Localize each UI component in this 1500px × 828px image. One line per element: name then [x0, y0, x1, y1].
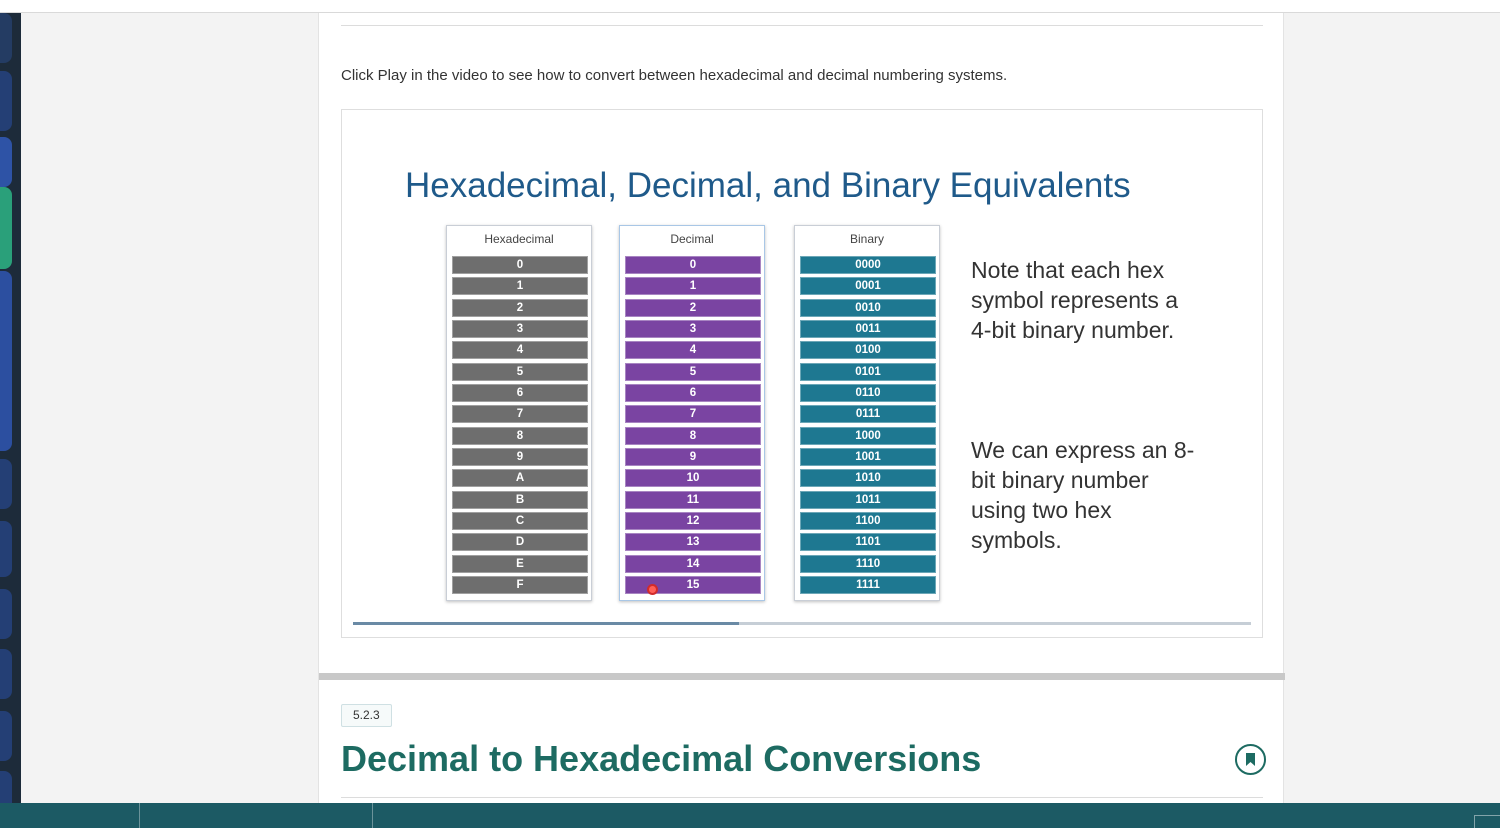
bookmark-button[interactable] [1235, 744, 1266, 775]
rail-tab[interactable] [0, 13, 12, 63]
video-player[interactable]: Hexadecimal, Decimal, and Binary Equival… [341, 109, 1263, 638]
course-content-card: Click Play in the video to see how to co… [318, 13, 1285, 803]
binary-value-cell: 1010 [800, 469, 936, 488]
hex-value-cell: 7 [452, 405, 588, 424]
binary-value-cell: 1001 [800, 448, 936, 467]
video-progress-bar[interactable] [353, 622, 1251, 625]
binary-value-cell: 0000 [800, 256, 936, 274]
decimal-value-cell: 14 [625, 554, 761, 573]
hexadecimal-header: Hexadecimal [484, 232, 554, 246]
decimal-value-cell: 15 [625, 576, 761, 595]
binary-value-cell: 1101 [800, 533, 936, 552]
slide-title: Hexadecimal, Decimal, and Binary Equival… [405, 166, 1131, 205]
hex-value-cell: 8 [452, 426, 588, 445]
hex-value-cell: 2 [452, 298, 588, 317]
bookmark-icon [1246, 753, 1255, 766]
decimal-value-cell: 5 [625, 362, 761, 381]
decimal-value-cell: 11 [625, 490, 761, 509]
rail-tab[interactable] [0, 649, 12, 699]
binary-header: Binary [849, 232, 884, 246]
taskbar-item[interactable] [140, 803, 373, 828]
taskbar-item[interactable] [0, 803, 140, 828]
browser-top-bar [0, 0, 1500, 13]
left-navigation-rail [0, 13, 21, 803]
binary-value-cell: 1011 [800, 490, 936, 509]
hex-value-cell: D [452, 533, 588, 552]
divider [341, 25, 1263, 26]
binary-value-cell: 0110 [800, 384, 936, 403]
video-progress-fill [353, 622, 740, 625]
decimal-value-cell: 3 [625, 320, 761, 339]
rail-tab[interactable] [0, 271, 12, 451]
binary-value-cell: 1111 [800, 576, 936, 595]
rail-tab[interactable] [0, 71, 12, 131]
hex-value-cell: 4 [452, 341, 588, 360]
note-hex-4-bit: Note that each hex symbol represents a 4… [971, 257, 1179, 343]
hex-value-cell: F [452, 576, 588, 595]
decimal-value-cell: 1 [625, 277, 761, 296]
hex-value-cell: C [452, 512, 588, 531]
decimal-header: Decimal [670, 232, 714, 246]
hex-value-cell: 3 [452, 320, 588, 339]
rail-tab[interactable] [0, 521, 12, 577]
decimal-value-cell: 13 [625, 533, 761, 552]
decimal-value-cell: 9 [625, 448, 761, 467]
decimal-value-cell: 0 [625, 256, 761, 274]
decimal-value-cell: 10 [625, 469, 761, 488]
binary-value-cell: 0010 [800, 298, 936, 317]
binary-value-cell: 1110 [800, 554, 936, 573]
binary-value-cell: 0111 [800, 405, 936, 424]
decimal-values: 0 1 2 3 4 5 6 7 8 9 10 11 12 13 14 15 [625, 256, 761, 598]
decimal-value-cell: 2 [625, 298, 761, 317]
section-divider [319, 673, 1285, 680]
hex-value-cell: 1 [452, 277, 588, 296]
rail-tab[interactable] [0, 711, 12, 761]
decimal-value-cell: 7 [625, 405, 761, 424]
hex-value-cell: 5 [452, 362, 588, 381]
rail-tab-active[interactable] [0, 187, 12, 269]
hex-value-cell: B [452, 490, 588, 509]
decimal-value-cell: 4 [625, 341, 761, 360]
note-8-bit-two-hex: We can express an 8-bit binary number us… [971, 437, 1195, 553]
section-title: Decimal to Hexadecimal Conversions [341, 738, 982, 779]
hex-value-cell: 0 [452, 256, 588, 274]
hex-value-cell: 6 [452, 384, 588, 403]
binary-value-cell: 0011 [800, 320, 936, 339]
decimal-value-cell: 6 [625, 384, 761, 403]
rail-tab[interactable] [0, 459, 12, 509]
rail-tab[interactable] [0, 589, 12, 639]
binary-value-cell: 0100 [800, 341, 936, 360]
intro-text: Click Play in the video to see how to co… [341, 67, 1008, 84]
taskbar-corner[interactable] [1474, 815, 1500, 828]
hex-value-cell: A [452, 469, 588, 488]
binary-values: 0000 0001 0010 0011 0100 0101 0110 0111 1000 1001… [800, 256, 936, 598]
section-number-badge: 5.2.3 [341, 704, 392, 727]
decimal-value-cell: 8 [625, 426, 761, 445]
binary-value-cell: 1100 [800, 512, 936, 531]
rail-tab[interactable] [0, 771, 12, 803]
hex-value-cell: E [452, 554, 588, 573]
binary-value-cell: 1000 [800, 426, 936, 445]
taskbar [0, 803, 1500, 828]
pointer-cursor-icon [647, 584, 658, 595]
decimal-value-cell: 12 [625, 512, 761, 531]
rail-tab[interactable] [0, 137, 12, 187]
hex-value-cell: 9 [452, 448, 588, 467]
binary-column: Binary 0000 0001 0010 0011 0100 0101 0110 0111 1… [794, 225, 940, 601]
binary-value-cell: 0101 [800, 362, 936, 381]
divider [341, 797, 1263, 798]
decimal-column: Decimal 0 1 2 3 4 5 6 7 8 9 10 11 12 13 14 15 [619, 225, 765, 601]
binary-value-cell: 0001 [800, 277, 936, 296]
